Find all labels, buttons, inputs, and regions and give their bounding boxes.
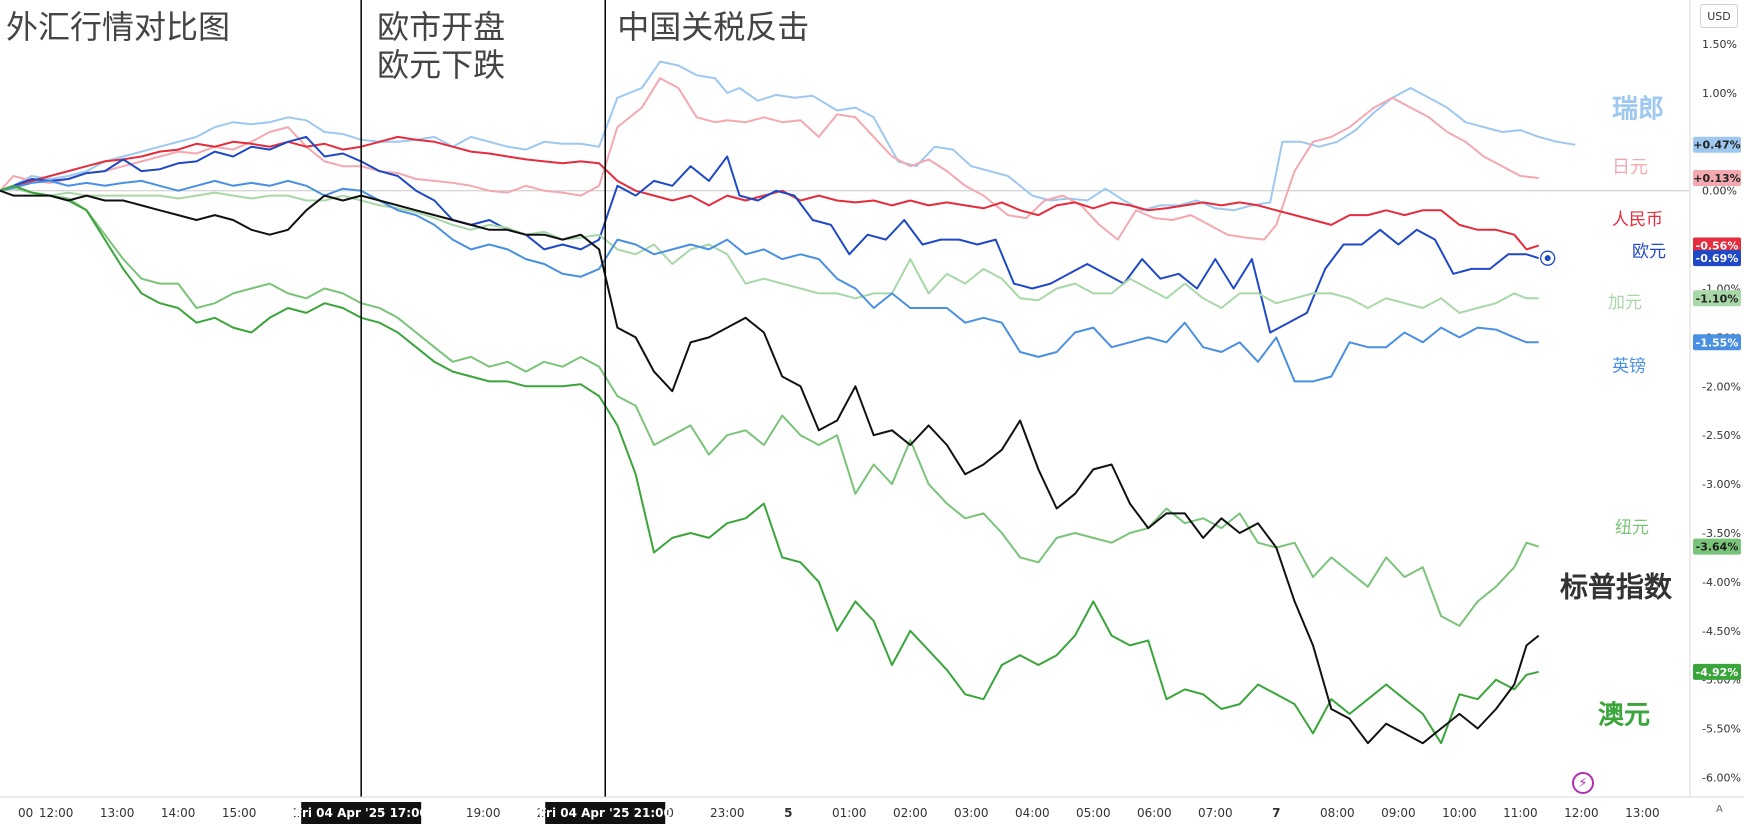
lightning-icon[interactable]: ⚡ — [1572, 772, 1594, 794]
y-tick-label: -6.00% — [1702, 771, 1741, 784]
badge-value: +0.47% — [1693, 139, 1740, 152]
series-3-badge: -0.69% — [1693, 250, 1741, 267]
x-tick-label: 19:00 — [466, 806, 501, 820]
y-tick-label: -2.50% — [1702, 429, 1741, 442]
series-1-name: 日元 — [1612, 157, 1648, 178]
currency-selector[interactable]: USD — [1700, 4, 1738, 28]
x-tick-label: 15:00 — [222, 806, 257, 820]
series-6-name: 纽元 — [1615, 518, 1649, 538]
euro-end-marker — [1540, 250, 1556, 266]
badge-value: -1.10% — [1696, 292, 1739, 305]
x-tick-label: 10:00 — [1442, 806, 1477, 820]
x-tick-label: 04:00 — [1015, 806, 1050, 820]
y-tick-label: -3.50% — [1702, 527, 1741, 540]
series-5-line — [0, 179, 1539, 383]
series-2-line — [0, 135, 1540, 251]
series-lines — [0, 60, 1576, 745]
x-axis[interactable]: 00 12:00 13:00 14:00 15:00 16 19:00 20 00 23:00 5 0… — [0, 796, 1744, 820]
badge-bg — [1693, 169, 1741, 186]
x-tick-label: 13:00 — [100, 806, 135, 820]
x-tick-label: 12:00 — [39, 806, 74, 820]
y-tick-label: -3.00% — [1702, 478, 1741, 491]
series-2-name: 人民币 — [1612, 210, 1663, 230]
y-tick-label: 0.00% — [1702, 185, 1737, 198]
badge-value: -4.92% — [1696, 666, 1739, 679]
badge-bg — [1693, 663, 1741, 680]
x-tick-label: 03:00 — [954, 806, 989, 820]
badge-bg — [1693, 334, 1741, 351]
cursor-label-0: Fri 04 Apr '25 17:00 — [295, 806, 428, 820]
x-tick-label: 12:00 — [1564, 806, 1599, 820]
series-6-badge: -3.64% — [1693, 538, 1741, 555]
badge-value: -3.64% — [1696, 541, 1739, 554]
series-4-badge: -1.10% — [1693, 290, 1741, 307]
series-2-badge: -0.56% — [1693, 237, 1741, 254]
series-7-badge: -4.92% — [1693, 663, 1741, 680]
badge-bg — [1693, 237, 1741, 254]
x-tick-label: 06:00 — [1137, 806, 1172, 820]
x-tick-label: 11:00 — [1503, 806, 1538, 820]
badge-bg — [1693, 538, 1741, 555]
series-4-name: 加元 — [1608, 293, 1642, 313]
x-tick-label: 01:00 — [832, 806, 867, 820]
x-tick-label: 23:00 — [710, 806, 745, 820]
x-tick-label: 02:00 — [893, 806, 928, 820]
series-7-line — [0, 184, 1539, 745]
series-0-name: 瑞郎 — [1612, 94, 1664, 124]
x-tick-label: 13:00 — [1625, 806, 1660, 820]
auto-scale-toggle[interactable]: A — [1716, 804, 1723, 815]
y-tick-label: 1.00% — [1702, 87, 1737, 100]
badge-bg — [1693, 136, 1741, 153]
cursor-label-1: Fri 04 Apr '25 21:00 — [539, 806, 672, 820]
cursor-label-bg — [545, 802, 666, 824]
y-tick-label: -5.50% — [1702, 723, 1741, 736]
badge-value: +0.13% — [1693, 172, 1740, 185]
series-0-line — [0, 60, 1576, 212]
annotation-1-line-1: 欧元下跌 — [377, 46, 505, 84]
cursor-time-labels: Fri 04 Apr '25 17:00 Fri 04 Apr '25 21:00 — [295, 802, 672, 824]
x-tick-label: 7 — [1272, 806, 1280, 820]
series-4-line — [0, 187, 1539, 314]
badge-value: -0.56% — [1696, 239, 1739, 252]
y-tick-label: 1.50% — [1702, 38, 1737, 51]
x-tick-label: 00 — [18, 806, 33, 820]
series-8-line — [0, 189, 1540, 745]
series-0-badge: +0.47% — [1693, 136, 1741, 153]
series-3-name: 欧元 — [1632, 242, 1666, 262]
badge-bg — [1693, 250, 1741, 267]
series-7-name: 澳元 — [1598, 701, 1650, 731]
annotation-0-line-0: 外汇行情对比图 — [6, 8, 230, 46]
x-tick-label: 09:00 — [1381, 806, 1416, 820]
badge-value: -0.69% — [1696, 252, 1739, 265]
x-tick-label: 05:00 — [1076, 806, 1111, 820]
series-5-badge: -1.55% — [1693, 334, 1741, 351]
annotation-2-line-0: 中国关税反击 — [617, 8, 809, 46]
x-tick-label: 08:00 — [1320, 806, 1355, 820]
series-8-name: 标普指数 — [1560, 571, 1673, 604]
x-tick-label: 5 — [784, 806, 792, 820]
series-1-badge: +0.13% — [1693, 169, 1741, 186]
y-tick-label: -4.50% — [1702, 625, 1741, 638]
x-tick-label: 14:00 — [161, 806, 196, 820]
badge-value: -1.55% — [1696, 336, 1739, 349]
badge-bg — [1693, 290, 1741, 307]
series-3-line — [0, 135, 1540, 334]
event-lines — [360, 0, 606, 797]
annotation-1-line-0: 欧市开盘 — [377, 8, 505, 46]
y-tick-label: -2.00% — [1702, 380, 1741, 393]
series-1-line — [0, 77, 1539, 241]
y-tick-label: -4.00% — [1702, 576, 1741, 589]
euro-end-dot — [1544, 255, 1551, 262]
cursor-label-bg — [301, 802, 422, 824]
series-5-name: 英镑 — [1612, 357, 1646, 377]
x-tick-label: 07:00 — [1198, 806, 1233, 820]
price-badges: +0.47% +0.13% -0.56%-0.69% -1.10% -1.55% -3.6… — [1693, 136, 1741, 680]
series-6-line — [0, 184, 1540, 627]
